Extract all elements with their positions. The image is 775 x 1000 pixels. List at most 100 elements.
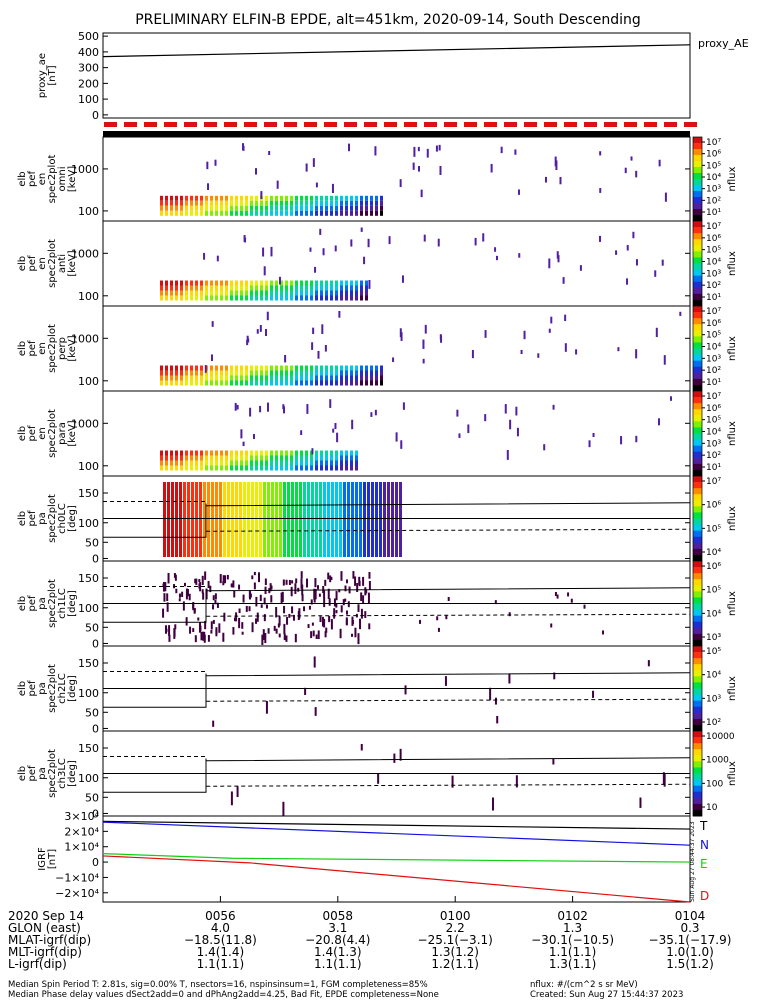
pa-spectrogram-speck — [275, 606, 278, 618]
xaxis-row-value: 1.1(1.1) — [549, 945, 597, 959]
xaxis-row-value: 1.4(1.4) — [197, 945, 245, 959]
spectrogram-cell — [230, 380, 233, 386]
pa-spectrogram-cell — [259, 482, 262, 557]
spectrogram-speck — [402, 402, 405, 410]
pa-spectrogram-speck — [202, 592, 205, 600]
ylabel-ch3LC-4: ch3LC — [57, 758, 68, 789]
spectrogram-cell — [220, 380, 223, 386]
ylabel-ch3LC-2: pa — [37, 767, 48, 779]
spectrogram-cell — [350, 380, 353, 386]
spectrogram-cell — [345, 370, 348, 376]
spectrogram-cell — [240, 290, 243, 296]
colorbar-swatch — [693, 706, 702, 714]
spectrogram-cell — [350, 280, 353, 286]
spectrogram-cell — [190, 460, 193, 466]
spectrogram-cell — [355, 455, 358, 461]
spectrogram-speck — [517, 189, 520, 195]
spectrogram-cell — [305, 290, 308, 296]
spectrogram-cell — [340, 205, 343, 211]
colorbar-swatch — [693, 354, 702, 362]
ylabel-para-1: pef — [27, 425, 38, 442]
pa-spectrogram-cell — [379, 482, 382, 557]
spectrogram-cell — [170, 465, 173, 471]
spectrogram-cell — [190, 205, 193, 211]
colorbar-label: 10¹ — [706, 208, 721, 218]
spectrogram-cell — [215, 370, 218, 376]
colorbar-swatch — [693, 573, 702, 580]
spectrogram-cell — [310, 460, 313, 466]
pa-spectrogram-speck — [262, 629, 265, 641]
spectrogram-cell — [165, 380, 168, 386]
spectrogram-cell — [160, 205, 163, 211]
colorbar-swatch — [693, 384, 702, 392]
xaxis-row-value: 1.5(1.2) — [666, 957, 714, 971]
spectrogram-cell — [180, 465, 183, 471]
pa-spectrogram-cell — [267, 482, 270, 557]
spectrogram-cell — [380, 380, 383, 386]
spectrogram-cell — [295, 465, 298, 471]
ylabel-igrf-0: IGRF — [37, 847, 48, 871]
pa-spectrogram-speck — [212, 604, 215, 610]
pa-spectrogram-speck — [195, 578, 198, 585]
spectrogram-speck — [263, 266, 266, 276]
proxy-ae-line — [102, 44, 691, 58]
spectrogram-cell — [260, 460, 263, 466]
panel-perp: elb pef en spec2plot perp [keV] 100 1000 10⁷ 10⁶ 1… — [17, 305, 738, 392]
colorbar-swatch — [693, 554, 702, 562]
spectrogram-speck — [552, 404, 555, 410]
spectrogram-speck — [506, 449, 509, 460]
spectrogram-cell — [315, 365, 318, 371]
xaxis-row-value: 1.1(1.1) — [314, 957, 362, 971]
pa-spectrogram-speck — [314, 707, 317, 716]
pa-spectrogram-speck — [351, 616, 354, 626]
spectrogram-cell — [310, 365, 313, 371]
xaxis-row-value: 1.1(1.1) — [197, 957, 245, 971]
spectrogram-cell — [285, 450, 288, 456]
spectrogram-cell — [170, 210, 173, 216]
spectrogram-cell — [285, 210, 288, 216]
spectrogram-cell — [215, 450, 218, 456]
spectrogram-cell — [300, 210, 303, 216]
spectrogram-cell — [205, 195, 208, 201]
spectrogram-speck — [630, 156, 633, 161]
spectrogram-cell — [325, 285, 328, 291]
spectrogram-cell — [350, 460, 353, 466]
spectrogram-cell — [270, 365, 273, 371]
spectrogram-cell — [165, 205, 168, 211]
spectrogram-cell — [340, 450, 343, 456]
spectrogram-cell — [310, 465, 313, 471]
spectrogram-cell — [320, 290, 323, 296]
ylabel-perp-1: pef — [27, 340, 38, 357]
spectrogram-cell — [335, 295, 338, 301]
spectrogram-cell — [165, 460, 168, 466]
spectrogram-cell — [235, 195, 238, 201]
spectrogram-cell — [250, 280, 253, 286]
spectrogram-cell — [285, 205, 288, 211]
spectrogram-cell — [370, 195, 373, 201]
spectrogram-cell — [270, 195, 273, 201]
spectrogram-cell — [330, 195, 333, 201]
xtick-label: 0102 — [557, 909, 588, 923]
spectrogram-cell — [185, 450, 188, 456]
spectrogram-speck — [322, 248, 325, 256]
colorbar-label: 10⁶ — [706, 150, 721, 160]
spectrogram-cell — [175, 210, 178, 216]
spectrogram-cell — [215, 465, 218, 471]
spectrogram-cell — [340, 375, 343, 381]
xaxis-row-value: 1.0(1.0) — [666, 945, 714, 959]
legend-T: T — [699, 819, 708, 833]
spectrogram-speck — [374, 409, 377, 416]
spectrogram-cell — [335, 285, 338, 291]
spectrogram-cell — [345, 455, 348, 461]
divider-dash — [124, 122, 137, 127]
panel-anti: elb pef en spec2plot anti [keV] 100 1000 10⁷ 10⁶ 1… — [17, 220, 738, 307]
pa-spectrogram-speck — [321, 616, 324, 627]
spectrogram-cell — [375, 210, 378, 216]
pa-spectrogram-speck — [207, 580, 210, 589]
pa-spectrogram-speck — [327, 588, 330, 599]
spectrogram-cell — [175, 365, 178, 371]
colorbar-swatch — [693, 439, 702, 447]
spectrogram-cell — [315, 290, 318, 296]
date-label: 2020 Sep 14 — [8, 909, 84, 923]
pa-spectrogram-cell — [315, 482, 318, 557]
